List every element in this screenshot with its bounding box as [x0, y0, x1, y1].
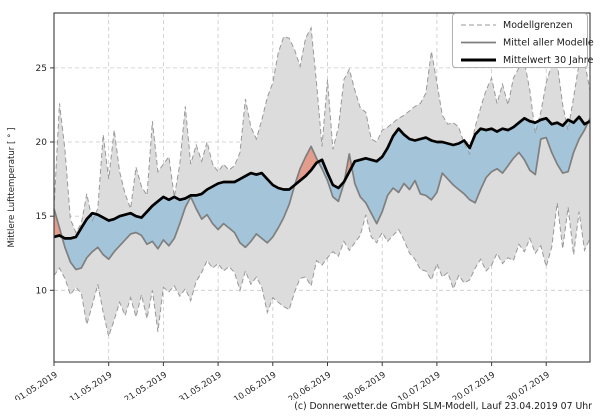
x-tick-label: 11.05.2019	[68, 370, 114, 400]
x-tick-label: 10.07.2019	[396, 370, 442, 400]
x-tick-label: 21.05.2019	[123, 370, 169, 400]
x-tick-label: 30.07.2019	[506, 370, 552, 400]
legend-item-label: Mittelwert 30 Jahre	[503, 55, 593, 66]
model-lower-bound-line	[53, 202, 591, 339]
x-tick-label: 01.05.2019	[13, 370, 59, 400]
model-range-band	[54, 27, 590, 337]
cooler-than-normal-fill	[61, 116, 588, 270]
plot-border	[53, 12, 591, 363]
x-tick-label: 20.07.2019	[451, 370, 497, 400]
climate-mean-line	[53, 115, 591, 240]
legend-item-label: Modellgrenzen	[503, 20, 573, 31]
temperature-forecast-chart: 01.05.2019 11.05.2019 21.05.2019 31.05.2019…	[7, 12, 594, 405]
x-tick-label: 31.05.2019	[177, 370, 223, 400]
x-tick-label: 20.06.2019	[287, 370, 333, 400]
y-tick-label: 15	[36, 212, 47, 222]
y-tick-label: 20	[36, 138, 48, 148]
legend: Modellgrenzen Mittel aller Modelle Mittelw…	[452, 13, 594, 68]
model-upper-bound-line	[53, 26, 591, 234]
model-mean-line	[53, 117, 591, 271]
copyright-note: (c) Donnerwetter.de GmbH SLM-Modell, Lau…	[294, 401, 592, 412]
x-tick-label: 30.06.2019	[342, 370, 388, 400]
y-tick-label: 25	[36, 64, 47, 74]
x-tick-label: 10.06.2019	[232, 370, 278, 400]
y-tick-label: 10	[36, 286, 48, 296]
legend-item-label: Mittel aller Modelle	[503, 38, 594, 49]
y-axis-label: Mittlere Lufttemperatur [ ° ]	[7, 127, 17, 247]
